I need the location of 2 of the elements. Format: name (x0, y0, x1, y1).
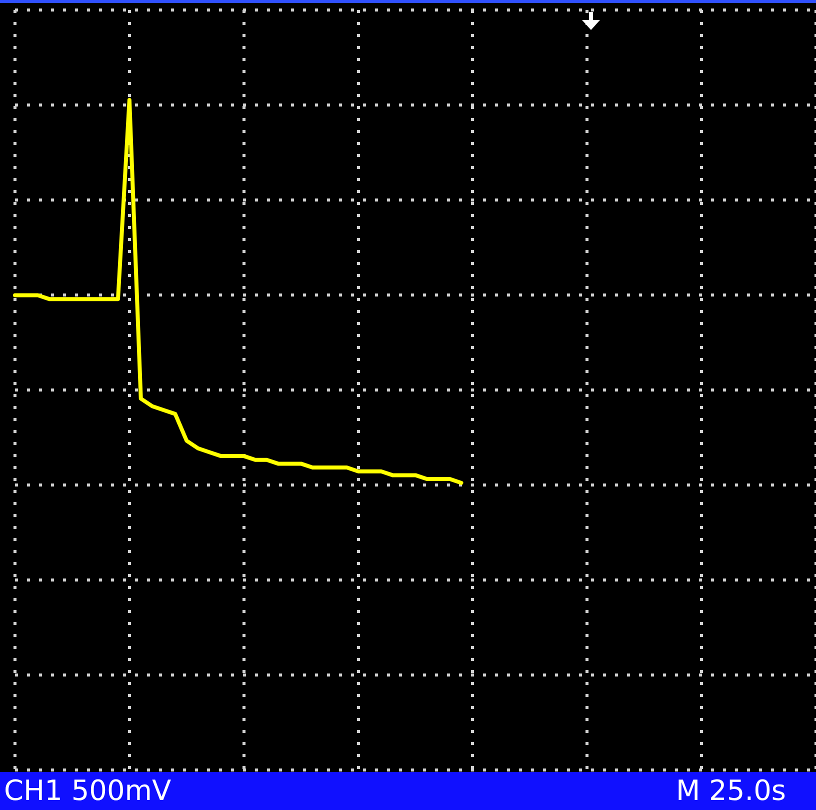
text: CH1 500mV (4, 773, 172, 809)
text: M 25.0s (676, 773, 786, 809)
